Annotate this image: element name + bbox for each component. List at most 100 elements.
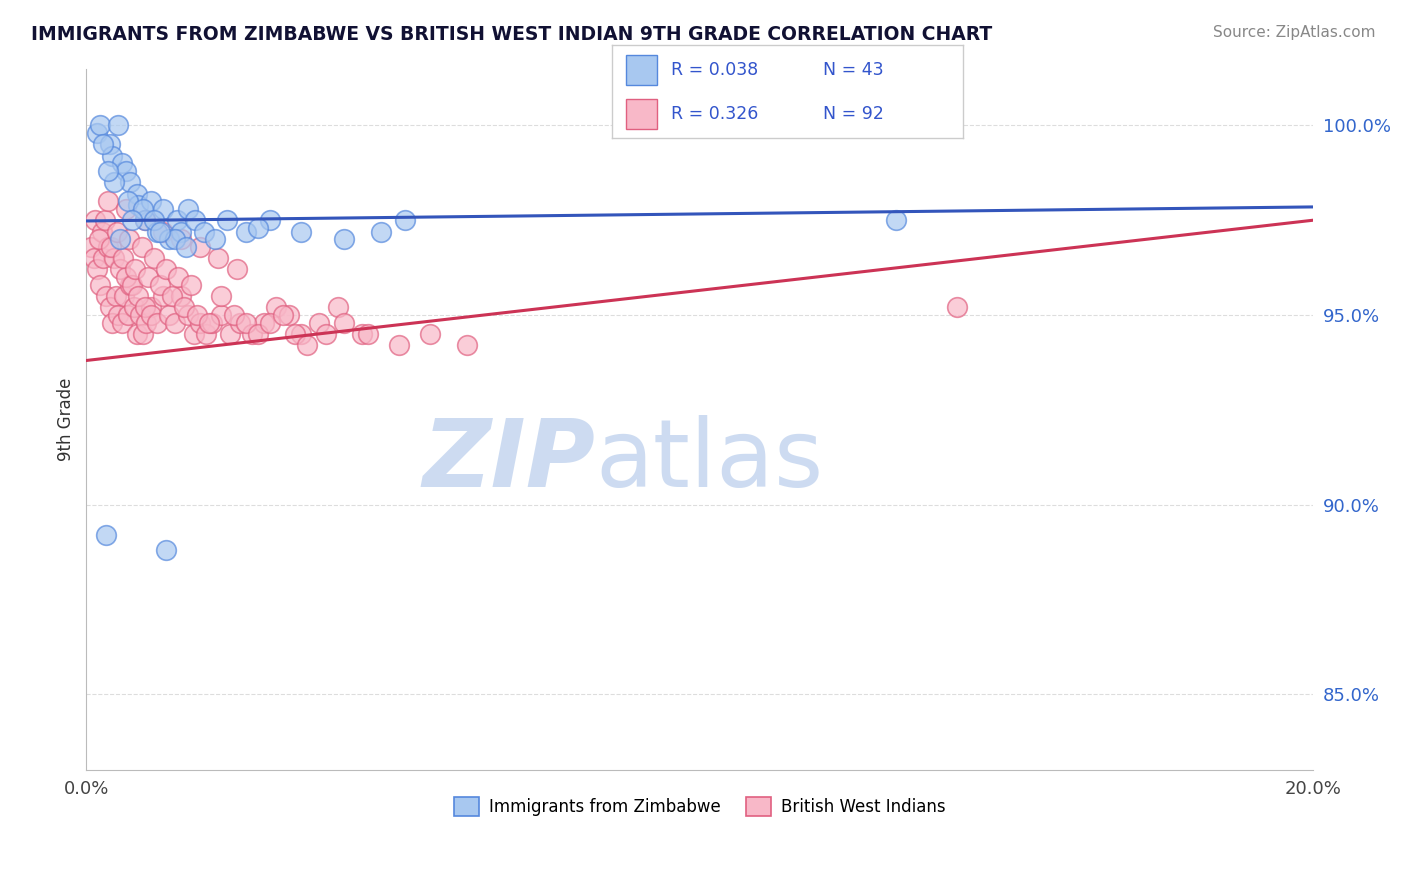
Point: [90, 225, 112, 239]
Point: [290, 225, 312, 239]
Point: [93, 137, 115, 152]
Text: N = 43: N = 43: [823, 61, 883, 78]
Point: [149, 225, 172, 239]
Point: [97, 194, 120, 209]
Point: [152, 225, 174, 239]
Point: [176, 202, 198, 216]
Point: [134, 301, 156, 315]
Point: [83, 251, 105, 265]
Point: [120, 277, 142, 292]
Point: [139, 194, 162, 209]
Point: [131, 240, 153, 254]
Point: [117, 308, 139, 322]
Point: [167, 270, 190, 285]
Point: [225, 262, 247, 277]
Point: [124, 262, 146, 277]
Point: [266, 301, 288, 315]
Point: [111, 316, 134, 330]
Point: [134, 213, 156, 227]
Point: [194, 326, 217, 341]
Point: [155, 543, 177, 558]
Point: [98, 137, 121, 152]
Point: [315, 326, 337, 341]
Point: [94, 528, 117, 542]
Point: [125, 186, 148, 201]
Point: [165, 232, 187, 246]
Point: [188, 316, 211, 330]
Point: [98, 301, 121, 315]
Point: [112, 251, 135, 265]
Text: R = 0.326: R = 0.326: [672, 105, 759, 123]
Point: [121, 277, 143, 292]
Point: [132, 326, 155, 341]
Point: [89, 119, 111, 133]
Point: [284, 326, 307, 341]
Point: [108, 262, 131, 277]
Point: [277, 308, 299, 322]
Point: [139, 301, 162, 315]
Point: [170, 225, 193, 239]
Point: [290, 326, 312, 341]
Point: [129, 308, 152, 322]
Text: IMMIGRANTS FROM ZIMBABWE VS BRITISH WEST INDIAN 9TH GRADE CORRELATION CHART: IMMIGRANTS FROM ZIMBABWE VS BRITISH WEST…: [31, 25, 993, 44]
Legend: Immigrants from Zimbabwe, British West Indians: Immigrants from Zimbabwe, British West I…: [446, 789, 953, 825]
Point: [160, 289, 183, 303]
Point: [333, 232, 356, 246]
Point: [157, 232, 180, 246]
Text: R = 0.038: R = 0.038: [672, 61, 759, 78]
Point: [228, 316, 250, 330]
Point: [193, 225, 215, 239]
Point: [184, 213, 207, 227]
Point: [198, 316, 221, 330]
Point: [103, 251, 125, 265]
Point: [207, 251, 229, 265]
Point: [235, 316, 257, 330]
Point: [186, 308, 208, 322]
Point: [152, 289, 174, 303]
Point: [259, 316, 281, 330]
Point: [456, 338, 478, 352]
Point: [170, 232, 193, 246]
Point: [89, 277, 111, 292]
Point: [107, 308, 129, 322]
Point: [180, 277, 202, 292]
Point: [388, 338, 411, 352]
Point: [188, 240, 211, 254]
Point: [122, 301, 145, 315]
Point: [132, 202, 155, 216]
Point: [101, 316, 124, 330]
Point: [112, 289, 135, 303]
Point: [217, 213, 239, 227]
Point: [166, 213, 188, 227]
Point: [115, 202, 138, 216]
Point: [118, 232, 141, 246]
Point: [117, 194, 139, 209]
Point: [209, 308, 232, 322]
Point: [86, 126, 108, 140]
Text: Source: ZipAtlas.com: Source: ZipAtlas.com: [1212, 25, 1375, 40]
Point: [170, 289, 193, 303]
Point: [93, 213, 115, 227]
Point: [209, 289, 232, 303]
Point: [308, 316, 330, 330]
Point: [173, 301, 195, 315]
Text: atlas: atlas: [596, 416, 824, 508]
Point: [142, 213, 165, 227]
Point: [94, 289, 117, 303]
Point: [219, 326, 242, 341]
Point: [101, 149, 124, 163]
Point: [370, 225, 392, 239]
Point: [295, 338, 318, 352]
Point: [247, 326, 270, 341]
Point: [93, 251, 115, 265]
Point: [884, 213, 907, 227]
Point: [222, 308, 245, 322]
Point: [115, 164, 138, 178]
Point: [86, 262, 108, 277]
Point: [235, 225, 257, 239]
Point: [240, 326, 263, 341]
Point: [146, 225, 169, 239]
Point: [97, 240, 120, 254]
Point: [157, 308, 180, 322]
Point: [107, 119, 129, 133]
